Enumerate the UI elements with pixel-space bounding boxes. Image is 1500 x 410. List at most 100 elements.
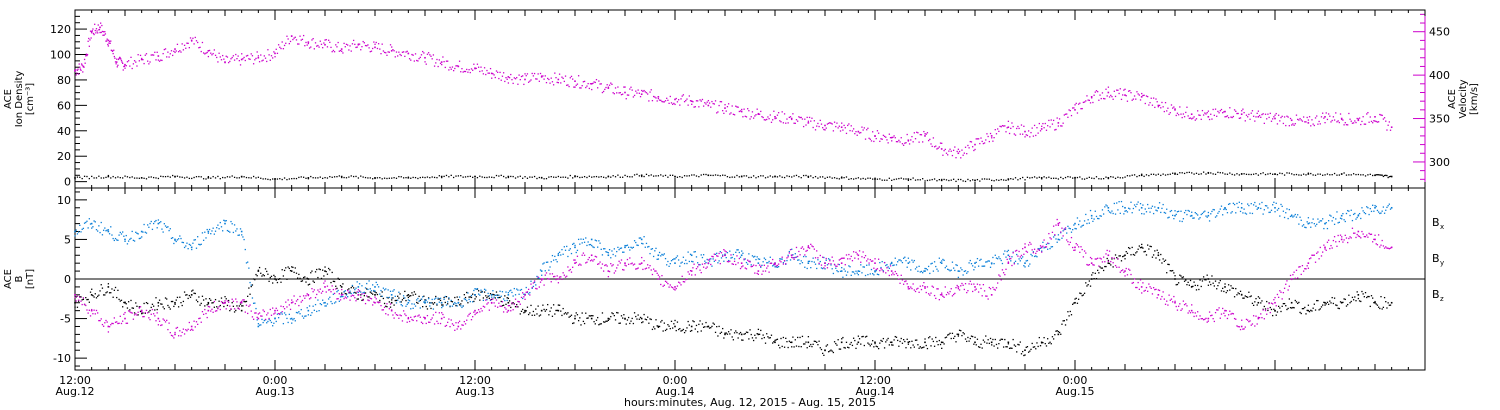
by-point [764,258,767,261]
by-point [1152,212,1155,215]
bx-point [999,339,1001,341]
bz-point [269,308,271,311]
bz-point [194,326,196,328]
by-point [1292,216,1294,218]
velocity-point [1107,91,1110,94]
bz-point [300,301,302,303]
density-point [1179,172,1181,174]
by-point [292,319,294,321]
velocity-point [1119,88,1121,90]
density-point [1362,174,1364,176]
velocity-point [213,49,215,51]
velocity-point [506,78,508,80]
velocity-point [382,50,385,52]
bx-point [461,300,463,302]
velocity-point [862,129,864,131]
by-point [286,317,288,320]
by-point [310,314,312,316]
density-point [572,177,574,179]
by-point [512,295,514,297]
bx-point [154,309,156,311]
velocity-point [1294,123,1296,125]
by-point [304,315,306,317]
bx-point [952,337,955,339]
by-point [939,261,942,264]
by-point [1024,262,1026,264]
bx-point [874,341,876,344]
density-point [1202,171,1205,173]
bx-point [1076,302,1079,304]
by-point [692,261,694,263]
bx-point [318,268,320,270]
by-point [841,267,843,269]
bx-point [656,325,658,327]
velocity-point [120,58,122,60]
density-point [262,178,264,180]
bx-point [186,294,188,296]
density-point [200,176,202,178]
by-point [1214,216,1217,218]
bx-point [561,314,563,317]
by-point [425,299,427,301]
density-point [1048,176,1050,178]
velocity-point [598,80,600,82]
density-point [88,177,90,180]
bx-point [662,330,664,332]
by-point [1332,216,1335,219]
velocity-point [808,116,811,119]
by-point [1251,212,1254,215]
by-point [627,246,630,248]
velocity-point [670,102,673,104]
bz-point [116,321,118,323]
velocity-point [470,68,473,70]
bx-point [436,304,438,306]
bz-point [76,295,79,297]
density-point [874,178,876,180]
velocity-point [1338,121,1340,124]
velocity-point [1290,119,1293,122]
by-point [847,271,849,273]
by-point [161,228,163,230]
by-point [645,242,648,245]
velocity-point [90,37,92,39]
bx-point [1097,269,1099,272]
velocity-point [1176,112,1179,114]
density-point [1129,175,1131,177]
density-point [629,176,631,178]
velocity-point [311,39,313,41]
bx-point [740,333,743,336]
bz-point [212,311,214,313]
bz-point [357,289,360,291]
by-point [1081,225,1083,227]
velocity-point [1189,117,1192,119]
velocity-point [1001,124,1004,127]
by-point [947,268,949,270]
velocity-point [1356,117,1358,120]
bz-point [98,319,100,322]
density-point [536,177,538,180]
by-point [216,227,218,229]
velocity-point [956,150,958,153]
bz-point [386,303,388,305]
velocity-point [349,45,351,47]
by-point [605,251,607,253]
by-point [477,293,480,295]
velocity-point [111,49,113,52]
by-point [586,244,588,247]
velocity-point [1200,118,1202,121]
velocity-point [1299,117,1301,120]
by-point [881,260,883,263]
density-point [1262,172,1264,174]
velocity-point [116,58,118,60]
density-point [352,175,355,178]
bx-point [493,294,495,296]
by-point [1380,212,1382,214]
velocity-point [1354,120,1356,122]
by-point [1064,228,1067,231]
bx-point [492,293,494,296]
by-point [317,299,319,301]
bx-point [1317,299,1319,302]
velocity-point [1057,122,1060,124]
by-point [1169,210,1171,213]
bx-point [556,309,558,312]
